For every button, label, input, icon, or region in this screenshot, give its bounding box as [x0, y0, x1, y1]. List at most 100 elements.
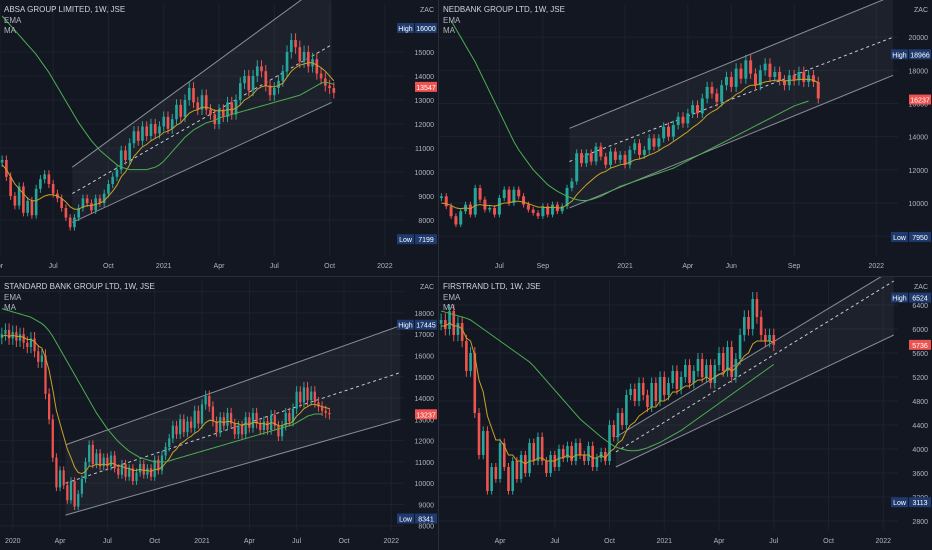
candle[interactable] — [5, 155, 8, 182]
candle[interactable] — [40, 349, 43, 368]
candle[interactable] — [51, 414, 54, 462]
candle[interactable] — [494, 463, 498, 483]
candle[interactable] — [620, 408, 624, 430]
ma-legend[interactable]: MA — [443, 303, 455, 312]
candle[interactable] — [146, 464, 149, 479]
candle[interactable] — [650, 377, 653, 413]
candle[interactable] — [720, 80, 724, 107]
candle[interactable] — [77, 204, 80, 222]
candle[interactable] — [454, 213, 458, 228]
candle[interactable] — [85, 194, 89, 207]
candle[interactable] — [696, 353, 700, 377]
candle[interactable] — [238, 77, 242, 106]
candle[interactable] — [546, 203, 550, 218]
candle[interactable] — [7, 323, 11, 345]
candle[interactable] — [251, 69, 255, 97]
candle[interactable] — [289, 33, 293, 59]
candle[interactable] — [193, 405, 196, 433]
candle[interactable] — [609, 147, 613, 169]
candle[interactable] — [709, 359, 712, 389]
candle[interactable] — [90, 199, 93, 215]
candle[interactable] — [675, 365, 679, 395]
candle[interactable] — [262, 416, 266, 435]
candle[interactable] — [294, 33, 297, 54]
candle[interactable] — [439, 313, 443, 331]
high-badge[interactable]: 6524 High — [891, 292, 931, 303]
candle[interactable] — [758, 64, 762, 91]
candle[interactable] — [73, 214, 76, 231]
ema-legend[interactable]: EMA — [4, 293, 22, 302]
candle[interactable] — [84, 457, 87, 483]
candle[interactable] — [182, 414, 185, 437]
candle[interactable] — [111, 172, 115, 189]
candle[interactable] — [171, 420, 175, 444]
candle[interactable] — [578, 438, 582, 460]
candle[interactable] — [251, 407, 255, 433]
candle[interactable] — [705, 81, 709, 104]
candle[interactable] — [197, 405, 200, 429]
candle[interactable] — [528, 438, 531, 477]
candle[interactable] — [540, 432, 544, 466]
candle[interactable] — [469, 346, 472, 377]
candle[interactable] — [170, 113, 174, 134]
candle[interactable] — [162, 111, 166, 132]
candle[interactable] — [517, 186, 521, 200]
candle[interactable] — [478, 184, 482, 203]
candle[interactable] — [638, 139, 642, 159]
candle[interactable] — [166, 111, 170, 134]
candle[interactable] — [657, 134, 661, 151]
low-badge[interactable]: 3113 Low — [891, 497, 931, 508]
candle[interactable] — [244, 412, 247, 439]
candle[interactable] — [81, 194, 85, 212]
candle[interactable] — [4, 323, 7, 341]
panel-absa[interactable]: ZAC 8000 9000 10000 11000 12000 13000 14000 1500… — [0, 0, 438, 276]
candle[interactable] — [208, 390, 211, 412]
candle[interactable] — [726, 340, 729, 377]
candle[interactable] — [124, 145, 127, 165]
candle[interactable] — [493, 205, 497, 218]
candle[interactable] — [149, 464, 153, 481]
candle[interactable] — [749, 54, 753, 79]
candle[interactable] — [66, 481, 69, 504]
candle[interactable] — [444, 193, 448, 210]
candle[interactable] — [328, 79, 331, 94]
candle[interactable] — [715, 88, 719, 107]
candle[interactable] — [200, 89, 204, 116]
candle[interactable] — [629, 383, 632, 401]
candle[interactable] — [145, 121, 149, 141]
candle[interactable] — [497, 194, 501, 218]
candle[interactable] — [39, 175, 42, 193]
candle[interactable] — [204, 89, 208, 116]
candle[interactable] — [299, 386, 302, 408]
candle[interactable] — [616, 408, 620, 442]
candle[interactable] — [34, 184, 38, 219]
candle[interactable] — [55, 453, 58, 492]
candle[interactable] — [587, 441, 590, 466]
ma-legend[interactable]: MA — [4, 303, 16, 312]
candle[interactable] — [226, 407, 229, 431]
candle[interactable] — [268, 79, 272, 101]
candle[interactable] — [729, 71, 733, 92]
candle[interactable] — [64, 204, 68, 222]
candle[interactable] — [570, 441, 573, 466]
candle[interactable] — [91, 440, 94, 469]
candle[interactable] — [215, 416, 218, 437]
candle[interactable] — [628, 145, 632, 169]
candle[interactable] — [319, 67, 323, 85]
candle[interactable] — [68, 214, 72, 231]
candle[interactable] — [157, 455, 160, 475]
candle[interactable] — [511, 456, 514, 495]
candle[interactable] — [654, 377, 658, 407]
candle[interactable] — [589, 149, 593, 166]
candle[interactable] — [486, 426, 489, 495]
candle[interactable] — [747, 310, 750, 336]
candle[interactable] — [128, 138, 132, 165]
candle[interactable] — [192, 82, 195, 108]
candle[interactable] — [797, 66, 801, 86]
candle[interactable] — [43, 170, 46, 184]
candle[interactable] — [37, 345, 40, 368]
candle[interactable] — [209, 104, 212, 120]
candle[interactable] — [591, 441, 595, 471]
candle[interactable] — [160, 451, 164, 475]
